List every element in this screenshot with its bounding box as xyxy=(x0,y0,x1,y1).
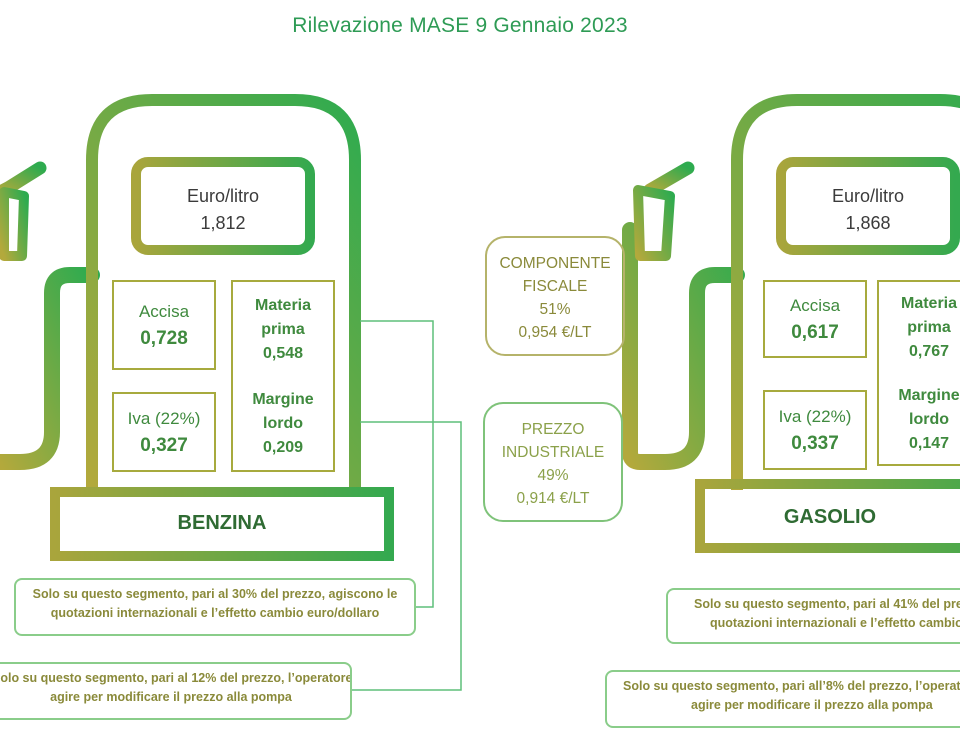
prezzo-industriale-line2: INDUSTRIALE xyxy=(501,444,605,461)
prezzo-industriale-amount: 0,914 €/LT xyxy=(516,490,590,507)
benzina-margine-label-2: lordo xyxy=(263,415,303,432)
gasolio-accisa-label: Accisa xyxy=(789,296,841,315)
gasolio-margine-label-1: Margine xyxy=(898,387,960,404)
gasolio-materia-value: 0,767 xyxy=(908,343,950,360)
gasolio-label: GASOLIO xyxy=(783,506,877,528)
prezzo-industriale-percent: 49% xyxy=(537,467,569,484)
gasolio-note-materia-line2: quotazioni internazionali e l’effetto ca… xyxy=(710,616,960,630)
gasolio-accisa-value: 0,617 xyxy=(791,322,839,343)
prezzo-industriale-box: PREZZO INDUSTRIALE 49% 0,914 €/LT xyxy=(483,402,623,522)
gasolio-note-materia-line1: Solo su questo segmento, pari al 41% del… xyxy=(694,597,960,611)
prezzo-industriale-line1: PREZZO xyxy=(521,421,585,438)
gasolio-price-display: Euro/litro 1,868 xyxy=(785,183,951,237)
gasolio-pump-icon xyxy=(622,94,960,553)
benzina-note-margine: Solo su questo segmento, pari al 12% del… xyxy=(0,662,352,720)
componente-fiscale-box: COMPONENTE FISCALE 51% 0,954 €/LT xyxy=(485,236,625,356)
benzina-connector-lines xyxy=(352,320,462,691)
gasolio-iva-label: Iva (22%) xyxy=(778,407,852,426)
benzina-iva-box: Iva (22%) 0,327 xyxy=(112,392,216,472)
benzina-materia-label-2: prima xyxy=(261,321,305,338)
gasolio-iva-box: Iva (22%) 0,337 xyxy=(763,390,867,470)
benzina-accisa-value: 0,728 xyxy=(140,328,188,349)
benzina-materia-value: 0,548 xyxy=(262,345,304,362)
gasolio-margine-value: 0,147 xyxy=(908,435,950,452)
benzina-note-margine-line1: Solo su questo segmento, pari al 12% del… xyxy=(0,671,352,685)
benzina-iva-value: 0,327 xyxy=(140,435,188,456)
componente-fiscale-line2: FISCALE xyxy=(522,278,588,295)
benzina-label: BENZINA xyxy=(177,512,267,534)
benzina-price-display: Euro/litro 1,812 xyxy=(140,183,306,237)
benzina-materia-label-1: Materia xyxy=(254,297,312,314)
gasolio-note-materia: Solo su questo segmento, pari al 41% del… xyxy=(666,588,960,644)
page-title: Rilevazione MASE 9 Gennaio 2023 xyxy=(292,14,628,37)
gasolio-materia-label-2: prima xyxy=(907,319,951,336)
componente-fiscale-percent: 51% xyxy=(539,301,571,318)
componente-fiscale-amount: 0,954 €/LT xyxy=(518,324,592,341)
benzina-margine-value: 0,209 xyxy=(262,439,304,456)
gasolio-materia-label-1: Materia xyxy=(900,295,958,312)
benzina-note-materia-line1: Solo su questo segmento, pari al 30% del… xyxy=(32,587,398,601)
benzina-margine-label-1: Margine xyxy=(252,391,314,408)
gasolio-accisa-box: Accisa 0,617 xyxy=(763,280,867,358)
benzina-note-margine-line2: agire per modificare il prezzo alla pomp… xyxy=(50,690,292,704)
benzina-euro-value: 1,812 xyxy=(200,213,246,233)
benzina-pump-icon xyxy=(0,94,394,561)
gasolio-iva-value: 0,337 xyxy=(791,433,839,454)
benzina-iva-label: Iva (22%) xyxy=(127,409,201,428)
gasolio-note-margine-line1: Solo su questo segmento, pari all’8% del… xyxy=(623,679,960,693)
benzina-accisa-box: Accisa 0,728 xyxy=(112,280,216,370)
gasolio-euro-label: Euro/litro xyxy=(831,186,905,206)
gasolio-margine-label-2: lordo xyxy=(909,411,949,428)
benzina-accisa-label: Accisa xyxy=(138,302,190,321)
gasolio-euro-value: 1,868 xyxy=(845,213,891,233)
benzina-note-materia-line2: quotazioni internazionali e l’effetto ca… xyxy=(50,606,380,620)
benzina-note-materia: Solo su questo segmento, pari al 30% del… xyxy=(14,578,416,636)
benzina-materia-margine-box: Materia prima 0,548 Margine lordo 0,209 xyxy=(231,280,335,472)
benzina-euro-label: Euro/litro xyxy=(186,186,260,206)
gasolio-note-margine: Solo su questo segmento, pari all’8% del… xyxy=(605,670,960,728)
gasolio-materia-margine-box: Materia prima 0,767 Margine lordo 0,147 xyxy=(877,280,960,466)
gasolio-note-margine-line2: agire per modificare il prezzo alla pomp… xyxy=(691,698,933,712)
componente-fiscale-line1: COMPONENTE xyxy=(499,255,611,272)
